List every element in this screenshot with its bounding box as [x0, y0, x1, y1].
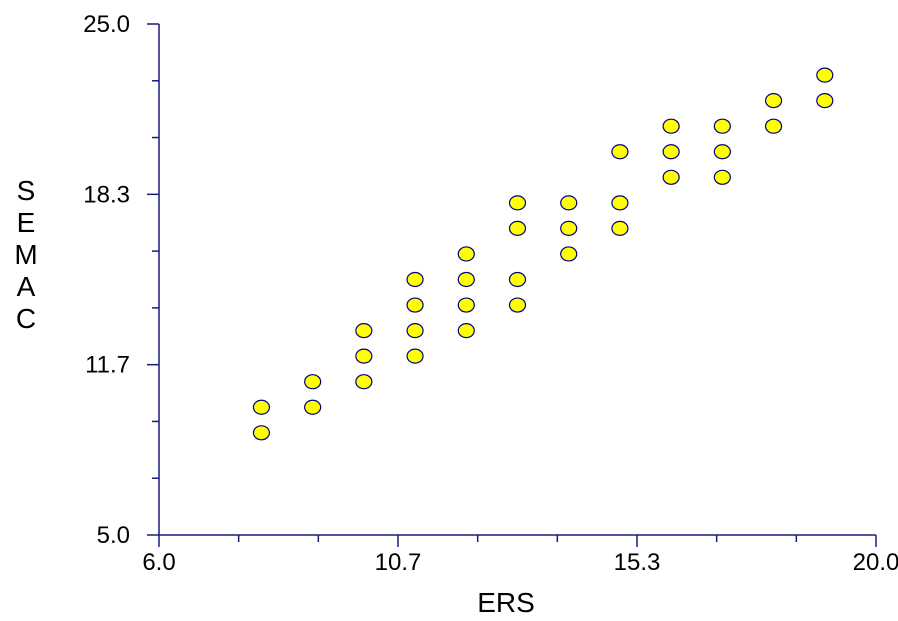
data-point: [457, 271, 475, 288]
data-point: [355, 374, 373, 390]
data-points: [252, 67, 834, 441]
minor-ticks: [152, 80, 798, 542]
data-point: [611, 220, 629, 236]
data-point: [304, 374, 322, 390]
x-axis-title: ERS: [477, 587, 535, 618]
y-axis-title-letter: M: [14, 239, 37, 270]
data-point: [355, 323, 373, 339]
data-point: [406, 271, 424, 288]
x-tick-label: 15.3: [614, 549, 661, 576]
data-point: [406, 297, 424, 313]
data-point: [713, 118, 731, 134]
data-point: [560, 220, 578, 236]
data-point: [764, 118, 783, 134]
x-tick-label: 10.7: [375, 549, 422, 576]
data-point: [508, 297, 527, 313]
y-axis-title-letter: S: [17, 175, 36, 206]
y-axis-title-letter: C: [16, 303, 36, 334]
y-tick-label: 18.3: [83, 181, 130, 208]
y-axis-title-letter: A: [17, 271, 36, 302]
data-point: [304, 399, 322, 415]
data-point: [611, 144, 629, 160]
y-tick-labels: 5.0 11.7 18.3 25.0: [83, 11, 130, 549]
data-point: [764, 93, 783, 109]
data-point: [457, 297, 475, 313]
data-point: [662, 169, 680, 185]
data-point: [611, 195, 629, 211]
data-point: [406, 323, 424, 339]
data-point: [252, 425, 271, 441]
data-point: [508, 220, 527, 236]
data-point: [560, 195, 578, 211]
data-point: [560, 246, 578, 262]
y-tick-label: 25.0: [83, 11, 130, 38]
data-point: [508, 195, 527, 211]
data-point: [816, 67, 834, 83]
x-tick-labels: 6.0 10.7 15.3 20.0: [142, 549, 898, 576]
major-ticks: [147, 23, 877, 547]
data-point: [406, 348, 424, 364]
y-axis-title-letter: E: [17, 207, 36, 238]
data-point: [662, 118, 680, 134]
data-point: [355, 348, 373, 364]
data-point: [662, 144, 680, 160]
y-tick-label: 11.7: [85, 352, 130, 379]
data-point: [457, 246, 475, 262]
y-tick-label: 5.0: [97, 522, 130, 549]
data-point: [252, 399, 271, 415]
data-point: [713, 169, 731, 185]
data-point: [457, 323, 475, 339]
data-point: [713, 144, 731, 160]
x-tick-label: 6.0: [142, 549, 175, 576]
data-point: [508, 271, 527, 288]
data-point: [816, 93, 834, 109]
x-tick-label: 20.0: [853, 549, 898, 576]
